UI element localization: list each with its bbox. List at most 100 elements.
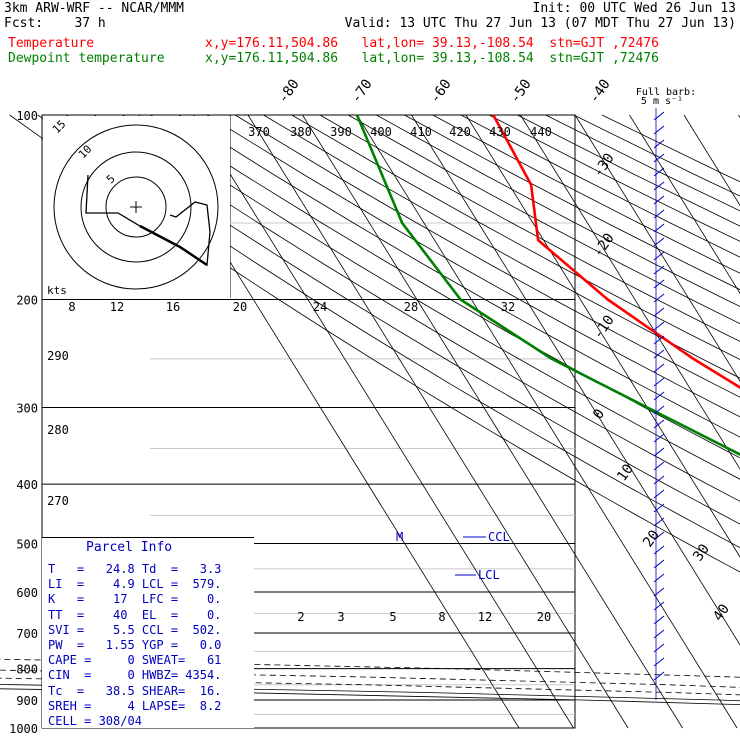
wind-barb	[653, 657, 665, 667]
isotherm-side-label: 10	[614, 461, 637, 484]
wind-barb	[653, 125, 665, 135]
speed-scale-label: 28	[404, 300, 418, 314]
temperature-legend: Temperature	[8, 36, 94, 51]
parcel-info-row: SREH = 4 LAPSE= 8.2	[48, 699, 221, 714]
parcel-info-row: T = 24.8 Td = 3.3	[48, 562, 221, 577]
wind-barb	[653, 111, 665, 121]
wind-legend-label: Full barb:	[636, 87, 696, 98]
theta-top-label: 440	[530, 125, 552, 139]
dry-adiabat-line	[65, 114, 740, 525]
parcel-info-row: LI = 4.9 LCL = 579.	[48, 577, 221, 592]
lcl-marker: LCL	[478, 568, 500, 582]
init-time: Init: 00 UTC Wed 26 Jun 13	[533, 1, 737, 16]
isotherm-line	[574, 114, 740, 382]
mixing-ratio-label: 20	[537, 610, 551, 624]
theta-top-label: 390	[330, 125, 352, 139]
wind-barb	[653, 405, 665, 415]
wind-barb	[653, 447, 665, 457]
moist-adiabat-line	[0, 677, 740, 696]
dry-adiabat-line	[347, 114, 740, 325]
wind-barb	[653, 475, 665, 485]
dry-adiabat-line	[234, 114, 740, 398]
pressure-label: 100	[16, 109, 38, 123]
wind-barb	[653, 503, 665, 513]
theta-top-label: 370	[248, 125, 270, 139]
mixing-ratio-label: 2	[297, 610, 304, 624]
wind-barb	[653, 517, 665, 527]
isotherm-side-label: 20	[640, 527, 663, 550]
wind-barb	[653, 461, 665, 471]
parcel-info-row: CIN = 0 HWBZ= 4354.	[48, 668, 221, 683]
theta-left-label: 280	[47, 423, 69, 437]
wind-barb	[653, 321, 665, 331]
dry-adiabat-line	[432, 114, 740, 274]
ccl-marker: CCL	[488, 530, 510, 544]
isotherm-side-label: -20	[590, 230, 618, 260]
wind-barb	[653, 615, 665, 625]
wind-barb	[653, 545, 665, 555]
isotherm-top-label: -50	[507, 76, 535, 106]
pressure-label: 700	[16, 627, 38, 641]
mixing-ratio-label: 8	[438, 610, 445, 624]
isotherm-line	[193, 114, 574, 729]
dry-adiabat-line	[122, 114, 740, 480]
wind-barb	[653, 265, 665, 275]
speed-scale-label: 8	[68, 300, 75, 314]
wind-barb	[653, 629, 665, 639]
dry-adiabat-line	[178, 114, 740, 438]
parcel-info-panel: Parcel Info T = 24.8 Td = 3.3 LI = 4.9 LC…	[42, 537, 254, 728]
dry-adiabat-line	[517, 114, 740, 227]
wind-barb	[653, 559, 665, 569]
speed-units-label: kts	[47, 284, 67, 297]
wind-barb	[653, 293, 665, 303]
isotherm-line	[411, 114, 740, 646]
forecast-hour: Fcst: 37 h	[4, 16, 106, 31]
isotherm-side-label: 0	[590, 406, 608, 422]
wind-barb	[653, 139, 665, 149]
isotherm-side-label: -30	[590, 150, 618, 180]
wind-barb	[653, 307, 665, 317]
wind-barb	[653, 643, 665, 653]
wind-barb	[653, 531, 665, 541]
wind-barb	[653, 377, 665, 387]
mixing-ratio-label: 12	[478, 610, 492, 624]
theta-top-label: 410	[410, 125, 432, 139]
hodograph-trace-low	[139, 224, 208, 267]
dry-adiabat-line	[263, 114, 740, 379]
dry-adiabat-line	[404, 114, 740, 291]
wind-barb	[653, 195, 665, 205]
speed-scale-label: 24	[313, 300, 327, 314]
dewpoint-location: x,y=176.11,504.86 lat,lon= 39.13,-108.54…	[205, 51, 659, 66]
wind-barb	[653, 573, 665, 583]
m-marker: M	[396, 530, 403, 544]
isotherm-side-label: 40	[710, 601, 733, 624]
wind-barb	[653, 223, 665, 233]
theta-top-label: 400	[370, 125, 392, 139]
parcel-info-row: PW = 1.55 YGP = 0.0	[48, 638, 221, 653]
wind-barb	[653, 335, 665, 345]
parcel-info-title: Parcel Info	[86, 540, 172, 555]
isotherm-line	[356, 114, 738, 729]
wind-barb	[653, 251, 665, 261]
temperature-location: x,y=176.11,504.86 lat,lon= 39.13,-108.54…	[205, 36, 659, 51]
pressure-label: 500	[16, 537, 38, 551]
speed-scale-label: 20	[233, 300, 247, 314]
theta-top-label: 380	[290, 125, 312, 139]
dry-adiabat-line	[206, 114, 740, 418]
wind-barb	[653, 167, 665, 177]
wind-barb	[653, 349, 665, 359]
wind-barbs	[653, 108, 665, 700]
wind-barb	[653, 671, 665, 681]
parcel-info-row: Tc = 38.5 SHEAR= 16.	[48, 684, 221, 699]
valid-time: Valid: 13 UTC Thu 27 Jun 13 (07 MDT Thu …	[345, 16, 736, 31]
theta-left-label: 290	[47, 349, 69, 363]
dewpoint-legend: Dewpoint temperature	[8, 51, 165, 66]
dry-adiabat-line	[9, 114, 740, 573]
speed-scale-label: 16	[166, 300, 180, 314]
dry-adiabat-line	[291, 114, 740, 360]
pressure-label: 1000	[9, 722, 38, 736]
wind-barb	[653, 279, 665, 289]
wind-barb	[653, 363, 665, 373]
parcel-info-row: K = 17 LFC = 0.	[48, 592, 221, 607]
mixing-ratio-label: 5	[389, 610, 396, 624]
